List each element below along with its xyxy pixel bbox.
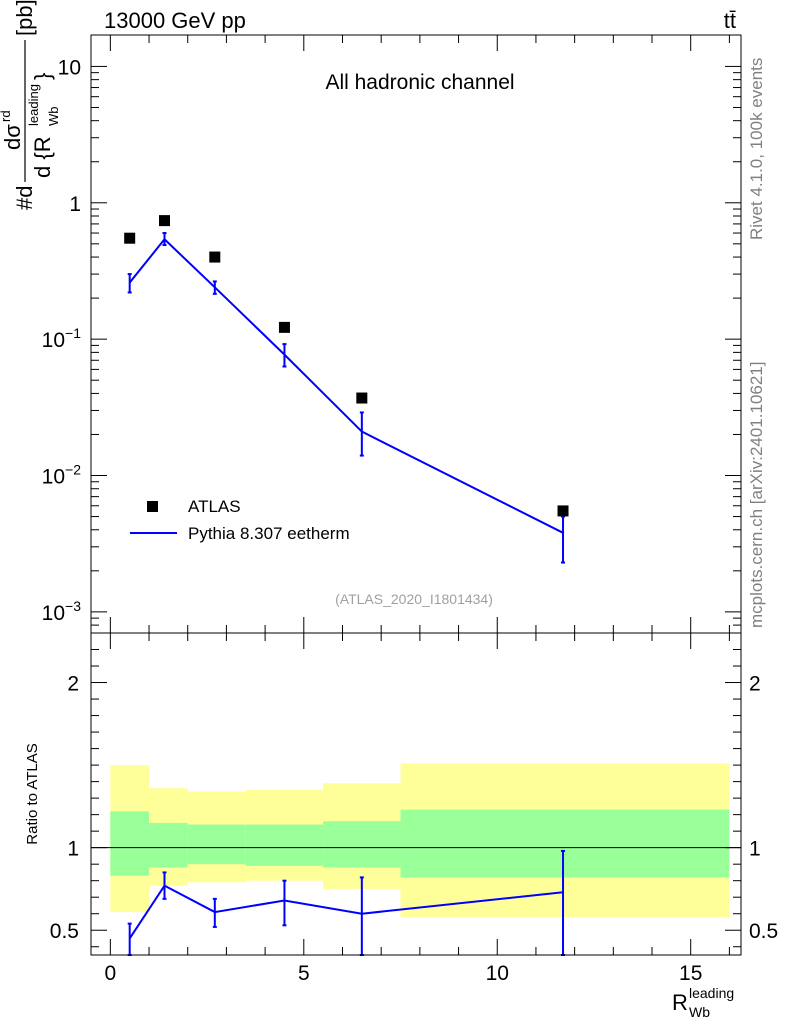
main-ytick-label: 1 [69,193,81,216]
main-frame [90,34,742,634]
mcplots-label: mcplots.cern.ch [arXiv:2401.10621] [747,362,766,628]
xtick-label: 15 [679,962,702,985]
pythia-line [128,237,564,534]
xlabel-sup: leading [689,985,734,1001]
svg-text:#d: #d [12,186,37,210]
ratio-ytick-label-right: 1 [749,838,761,861]
ratio-ytick-label-right: 2 [749,673,761,696]
ratio-ytick-label: 0.5 [50,920,79,943]
xtick-label: 5 [298,962,310,985]
process-label: tt̄ [724,8,736,33]
rivet-label: Rivet 4.1.0, 100k events [747,58,766,240]
main-panel: 10 1 10−1 10−2 10−3 All hadronic channel (AT… [0,0,742,634]
ratio-band-green [245,824,324,866]
xtick-label: 10 [486,962,509,985]
svg-text:dσ: dσ [0,124,25,150]
ratio-frame [90,632,742,956]
svg-text:[pb]: [pb] [12,0,37,36]
ratio-ytick-label: 2 [67,673,79,696]
xlabel-sub: Wb [689,1004,710,1020]
main-ytick-label: 10−1 [42,325,82,352]
xlabel: R leading Wb [672,985,734,1020]
svg-text:Wb: Wb [46,107,61,127]
main-ytick-label: 10−2 [42,462,82,489]
ratio-ytick-label-right: 0.5 [749,920,778,943]
xlabel-main: R [672,990,688,1015]
main-ytick-label: 10−3 [42,598,82,625]
svg-text:leading: leading [26,84,41,126]
legend-atlas-label: ATLAS [188,497,241,516]
svg-text:}: } [30,73,55,80]
ratio-band-green [110,811,150,876]
legend-pythia-label: Pythia 8.307 eetherm [188,524,350,543]
atlas-point [278,321,290,333]
ratio-ytick-label: 1 [67,838,79,861]
ratio-pythia-line [128,884,564,940]
main-ytick-label: 10 [58,56,81,79]
ratio-band-green [400,809,730,878]
ratio-bands [110,763,730,918]
ratio-band-green [323,821,401,868]
ratio-axes: 2 2 1 1 0.5 0.5 0 5 10 15 [50,633,778,985]
ratio-ylabel: Ratio to ATLAS [24,743,41,844]
ratio-band-green [149,822,188,868]
chart-title: All hadronic channel [325,71,514,94]
main-data [124,215,569,564]
xtick-label: 0 [105,962,117,985]
atlas-point [356,392,368,404]
atlas-point [124,232,136,244]
svg-text:rd: rd [0,110,13,122]
analysis-id: (ATLAS_2020_I1801434) [335,591,493,607]
atlas-point [159,215,171,227]
main-axes: 10 1 10−1 10−2 10−3 [42,35,741,634]
main-ylabel: #d dσ rd d {R leading Wb } [pb] [0,0,61,210]
legend-atlas-marker [147,501,158,512]
ratio-data [127,849,566,956]
atlas-point [209,251,221,263]
ratio-panel: 2 2 1 1 0.5 0.5 0 5 10 15 Ratio to ATLAS R leadin… [24,632,778,1020]
atlas-point [557,505,569,517]
energy-label: 13000 GeV pp [104,8,246,33]
legend: ATLAS Pythia 8.307 eetherm [130,497,350,543]
svg-text:d {R: d {R [30,136,55,178]
ratio-band-green [187,824,246,865]
